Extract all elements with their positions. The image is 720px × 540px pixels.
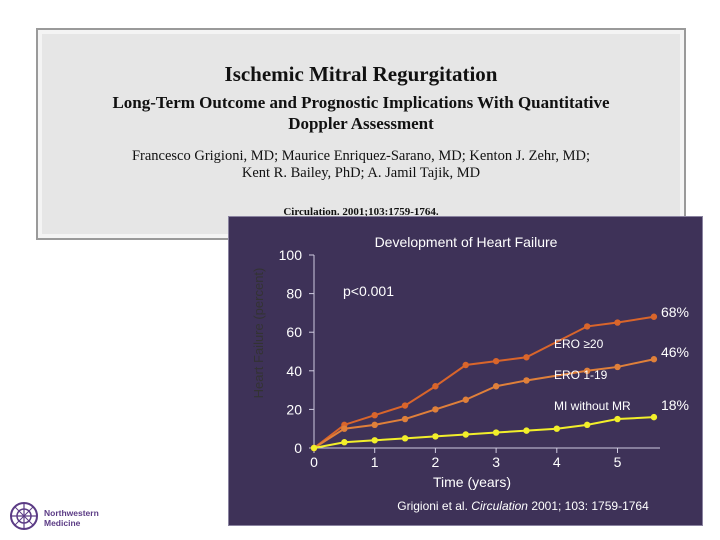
data-point: [492, 357, 500, 365]
x-tick-label: 2: [432, 454, 440, 470]
data-point: [341, 439, 348, 446]
data-point: [650, 413, 658, 421]
source-journal: Circulation: [471, 499, 528, 513]
data-point: [462, 431, 469, 438]
series-end-label: 18%: [661, 397, 689, 413]
data-point: [310, 444, 318, 452]
data-point: [462, 361, 469, 369]
data-point: [432, 383, 439, 390]
data-point: [401, 402, 409, 409]
y-tick-label: 40: [286, 363, 302, 379]
y-tick-label: 20: [286, 401, 302, 417]
data-point: [583, 367, 591, 374]
logo-line-2: Medicine: [44, 518, 81, 528]
source-suffix: 2001; 103: 1759-1764: [528, 499, 649, 513]
source-prefix: Grigioni et al.: [397, 499, 471, 513]
data-point: [371, 421, 378, 429]
data-point: [341, 425, 348, 432]
data-point: [650, 313, 658, 320]
paper-header: Ischemic Mitral Regurgitation Long-Term …: [36, 28, 686, 240]
x-tick-label: 0: [310, 454, 318, 470]
data-point: [523, 427, 530, 434]
data-point: [432, 406, 439, 413]
data-point: [401, 435, 409, 442]
data-point: [583, 323, 591, 330]
paper-title: Ischemic Mitral Regurgitation: [224, 62, 498, 86]
x-tick-label: 5: [614, 454, 622, 470]
data-point: [583, 421, 591, 429]
data-point: [492, 383, 500, 390]
data-point: [432, 433, 439, 440]
series-line-3: [313, 416, 654, 449]
x-tick-label: 1: [371, 454, 379, 470]
data-point: [523, 377, 530, 384]
northwestern-logo-icon: [10, 502, 38, 530]
series-end-label: 46%: [661, 344, 689, 360]
chart-title: Development of Heart Failure: [375, 234, 558, 250]
paper-authors: Francesco Grigioni, MD; Maurice Enriquez…: [131, 148, 591, 181]
paper-citation: Circulation. 2001;103:1759-1764.: [283, 206, 439, 218]
data-point: [553, 425, 561, 432]
series-name-label: MI without MR: [554, 399, 631, 413]
p-value-annotation: p<0.001: [343, 283, 394, 299]
logo-line-1: Northwestern: [44, 508, 99, 518]
paper-subtitle: Long-Term Outcome and Prognostic Implica…: [112, 93, 610, 133]
data-point: [650, 356, 658, 363]
data-point: [614, 415, 621, 423]
x-tick-label: 4: [553, 454, 561, 470]
logo-text: Northwestern Medicine: [44, 508, 114, 528]
data-point: [371, 437, 378, 444]
chart-labels: ERO ≥20 68% ERO 1-19 46% MI without MR 18% Dev…: [251, 234, 689, 513]
x-axis-label: Time (years): [433, 474, 511, 490]
data-point: [462, 396, 469, 403]
chart-series: [310, 313, 658, 452]
data-point: [614, 363, 621, 371]
y-tick-label: 60: [286, 324, 302, 340]
y-tick-label: 0: [294, 440, 302, 456]
source-citation: Grigioni et al. Circulation 2001; 103: 1…: [397, 499, 649, 513]
y-tick-label: 80: [286, 286, 302, 302]
series-name-label: ERO ≥20: [554, 337, 604, 351]
y-axis-label: Heart Failure (percent): [251, 268, 266, 399]
y-tick-label: 100: [279, 247, 303, 263]
data-point: [401, 415, 409, 423]
data-point: [523, 354, 530, 361]
data-point: [614, 319, 621, 326]
chart-axes: 0 20 40 60 80 100 0 1 2 3 4 5: [279, 247, 660, 470]
chart-panel: [228, 216, 703, 526]
data-point: [492, 429, 500, 436]
data-point: [371, 411, 378, 419]
series-name-label: ERO 1-19: [554, 368, 608, 382]
x-tick-label: 3: [492, 454, 500, 470]
series-end-label: 68%: [661, 304, 689, 320]
